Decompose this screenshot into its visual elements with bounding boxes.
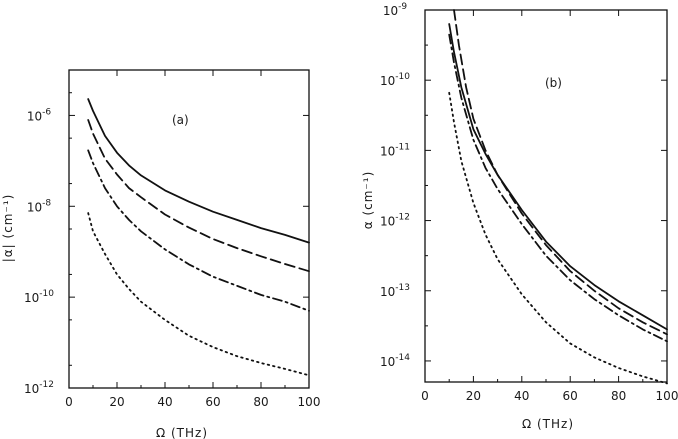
y-tick-label: 10-12 (380, 213, 410, 229)
series-dashed-line (453, 9, 668, 336)
y-tick-base: 10 (24, 382, 39, 396)
x-tick-label: 60 (563, 389, 578, 403)
panel-a-annotation: (a) (172, 113, 189, 127)
y-tick-exponent: -8 (42, 198, 51, 208)
y-tick-label: 10-13 (380, 283, 410, 299)
panel-b-annotation: (b) (545, 76, 562, 90)
y-tick-label: 10-10 (24, 289, 54, 305)
y-tick-base: 10 (380, 74, 395, 88)
panel-b-frame (424, 9, 668, 383)
series-dashdot-line (448, 33, 668, 343)
y-tick-label: 10-11 (380, 142, 410, 158)
series-solid-line (448, 23, 668, 331)
x-tick-label: 0 (421, 389, 429, 403)
series-dashdot-line (87, 149, 310, 312)
x-tick-label: 40 (514, 389, 529, 403)
y-tick-label: 10-10 (380, 72, 410, 88)
y-tick-exponent: -11 (395, 142, 410, 152)
panel-a-x-axis-label: Ω (THz) (156, 426, 208, 439)
y-tick-label: 10-9 (383, 2, 408, 18)
panel-b-ticks: 0 20 40 60 80 10010-910-1010-1110-1210-1310-1… (380, 2, 678, 403)
y-tick-base: 10 (380, 215, 395, 229)
x-tick-label: 40 (157, 395, 172, 409)
panel-b-x-axis-label: Ω (THz) (522, 417, 574, 431)
x-tick-label: 80 (253, 395, 268, 409)
x-tick-label: 20 (466, 389, 481, 403)
x-tick-label: 100 (656, 389, 678, 403)
panel-a-frame (68, 69, 310, 389)
panel-b: 0 20 40 60 80 10010-910-1010-1110-1210-1310-1… (361, 2, 678, 431)
y-tick-label: 10-8 (27, 198, 52, 214)
y-tick-exponent: -12 (39, 380, 54, 390)
panel-a-curves (87, 98, 310, 377)
series-dashed-line (87, 119, 310, 273)
y-tick-exponent: -10 (39, 289, 54, 299)
x-tick-label: 100 (298, 395, 321, 409)
y-tick-exponent: -6 (42, 107, 51, 117)
x-tick-label: 80 (611, 389, 626, 403)
y-tick-exponent: -13 (395, 283, 410, 293)
y-tick-label: 10-6 (27, 107, 52, 123)
y-tick-base: 10 (383, 4, 398, 18)
y-tick-label: 10-12 (24, 380, 54, 396)
y-tick-base: 10 (380, 144, 395, 158)
y-tick-exponent: -12 (395, 213, 410, 223)
y-tick-exponent: -10 (395, 72, 410, 82)
y-tick-exponent: -14 (395, 353, 410, 363)
x-tick-label: 60 (205, 395, 220, 409)
y-tick-base: 10 (27, 109, 42, 123)
panel-a-y-axis-label: |α| (cm⁻¹) (1, 194, 15, 263)
x-tick-label: 20 (109, 395, 124, 409)
y-tick-label: 10-14 (380, 353, 410, 369)
y-tick-base: 10 (380, 355, 395, 369)
x-tick-label: 0 (65, 395, 73, 409)
series-solid-line (87, 98, 310, 244)
y-tick-base: 10 (380, 285, 395, 299)
panel-b-y-axis-label: α (cm⁻¹) (361, 171, 375, 230)
y-tick-exponent: -9 (398, 2, 407, 12)
y-tick-base: 10 (24, 291, 39, 305)
series-dotted-line (448, 91, 668, 385)
series-dotted-line (87, 212, 310, 377)
y-tick-base: 10 (27, 200, 42, 214)
panel-b-curves (448, 9, 668, 385)
